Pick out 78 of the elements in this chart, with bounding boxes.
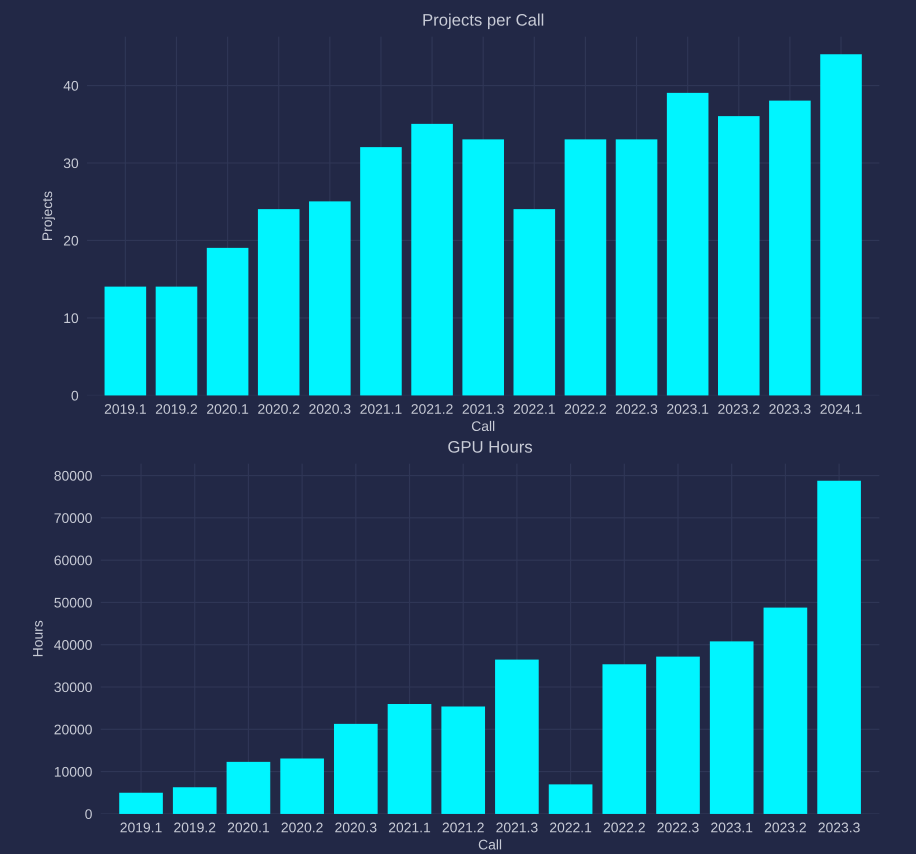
bar — [718, 116, 760, 396]
x-tick-label: 2019.2 — [156, 404, 198, 414]
x-tick-label: 2019.2 — [174, 822, 216, 832]
bar — [258, 209, 300, 396]
bar — [206, 248, 248, 396]
bar — [764, 608, 808, 814]
y-tick-label: 80000 — [54, 470, 92, 481]
x-tick-label: 2022.2 — [564, 404, 606, 414]
x-tick-label: 2020.1 — [228, 822, 269, 832]
y-tick-label: 0 — [85, 809, 92, 820]
y-tick-label: 10000 — [54, 766, 92, 777]
bar — [156, 286, 198, 396]
y-tick-label: 70000 — [54, 513, 92, 524]
bar — [495, 660, 539, 814]
bar — [411, 124, 453, 396]
y-axis-title: Projects — [42, 191, 55, 240]
x-tick-label: 2022.3 — [616, 404, 658, 414]
x-tick-label: 2023.2 — [764, 822, 806, 832]
x-tick-label: 2021.2 — [442, 822, 484, 832]
x-tick-label: 2021.1 — [360, 404, 402, 414]
y-tick-label: 10 — [64, 313, 78, 324]
bar — [309, 201, 351, 396]
bar — [334, 724, 378, 814]
bar — [441, 706, 486, 814]
bar — [616, 139, 658, 396]
x-tick-label: 2020.2 — [258, 404, 300, 414]
x-tick-label: 2022.1 — [514, 404, 555, 414]
x-tick-label: 2019.1 — [120, 822, 162, 832]
x-tick-label: 2023.1 — [711, 822, 752, 832]
y-tick-label: 30 — [64, 158, 78, 168]
bar — [226, 762, 270, 814]
bar — [104, 286, 146, 396]
y-tick-label: 50000 — [54, 598, 92, 608]
x-tick-label: 2021.3 — [462, 404, 504, 414]
y-tick-label: 40 — [64, 80, 78, 91]
chart-title: Projects per Call — [423, 14, 544, 30]
x-tick-label: 2023.3 — [818, 822, 860, 832]
bar — [710, 641, 754, 814]
bar — [462, 139, 504, 396]
x-tick-label: 2022.2 — [604, 822, 645, 832]
x-tick-label: 2021.3 — [496, 822, 538, 832]
y-tick-label: 20 — [64, 236, 78, 246]
x-tick-label: 2022.1 — [550, 822, 592, 832]
y-tick-label: 30000 — [54, 682, 92, 692]
bar — [360, 147, 402, 396]
y-tick-label: 60000 — [54, 555, 92, 566]
x-tick-label: 2019.1 — [104, 404, 146, 414]
chart-title: GPU Hours — [448, 440, 532, 453]
y-tick-label: 20000 — [54, 724, 92, 734]
bar — [564, 139, 606, 396]
x-tick-label: 2023.1 — [667, 404, 708, 414]
x-tick-label: 2023.2 — [718, 404, 760, 414]
bar — [388, 704, 432, 814]
bar — [548, 784, 592, 814]
bar — [172, 787, 217, 814]
x-axis-title: Call — [478, 839, 502, 850]
y-tick-label: 40000 — [54, 640, 92, 650]
x-tick-label: 2021.1 — [388, 822, 430, 832]
bar — [817, 480, 861, 814]
x-tick-label: 2021.2 — [412, 404, 453, 414]
bar — [656, 656, 700, 814]
x-tick-label: 2020.1 — [207, 404, 248, 414]
bar — [280, 758, 324, 814]
x-tick-label: 2023.3 — [769, 404, 811, 414]
bar — [820, 54, 862, 396]
bar — [602, 664, 646, 814]
y-axis-title: Hours — [33, 620, 43, 656]
x-tick-label: 2024.1 — [820, 404, 862, 414]
x-tick-label: 2020.2 — [282, 822, 323, 832]
x-tick-label: 2020.3 — [335, 822, 376, 832]
bar — [769, 100, 811, 396]
x-tick-label: 2022.3 — [657, 822, 699, 832]
bar — [514, 209, 556, 396]
x-axis-title: Call — [472, 420, 494, 432]
x-tick-label: 2020.3 — [309, 404, 350, 414]
bar — [666, 92, 708, 396]
y-tick-label: 0 — [72, 390, 78, 401]
bar — [119, 792, 163, 814]
